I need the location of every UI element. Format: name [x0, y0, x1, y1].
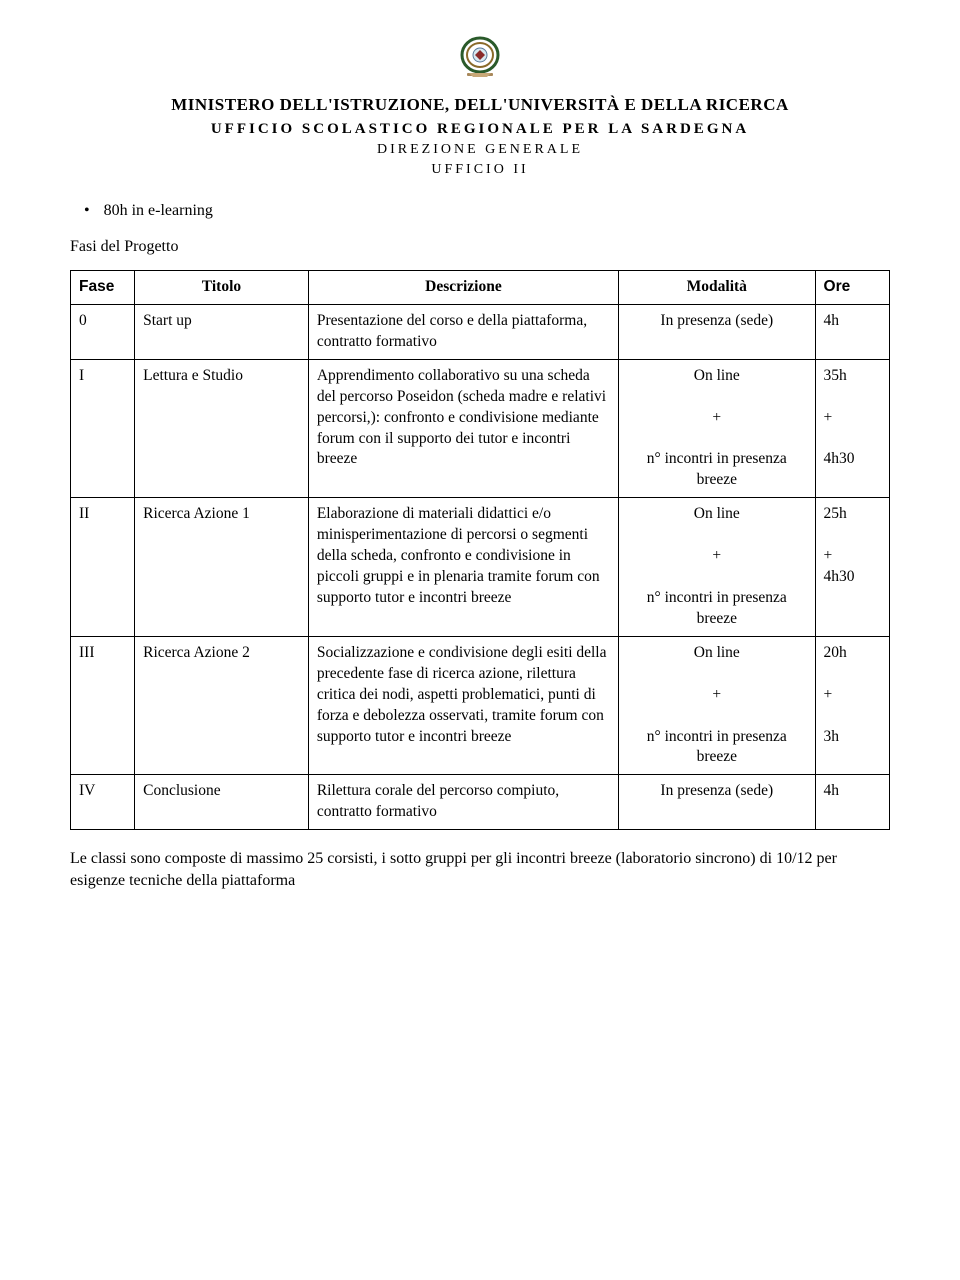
- table-row: IV Conclusione Rilettura corale del perc…: [71, 775, 890, 830]
- bullet-elearning: 80h in e-learning: [84, 202, 890, 220]
- cell-titolo: Ricerca Azione 2: [135, 636, 309, 775]
- cell-modalita: On line+n° incontri in presenza breeze: [619, 498, 815, 637]
- cell-descrizione: Elaborazione di materiali didattici e/o …: [308, 498, 618, 637]
- cell-ore: 25h+4h30: [815, 498, 889, 637]
- phases-table: Fase Titolo Descrizione Modalità Ore 0 S…: [70, 270, 890, 830]
- cell-titolo: Start up: [135, 304, 309, 359]
- cell-fase: IV: [71, 775, 135, 830]
- header-line3: DIREZIONE GENERALE: [70, 142, 890, 158]
- cell-descrizione: Rilettura corale del percorso compiuto, …: [308, 775, 618, 830]
- cell-ore: 35h+4h30: [815, 359, 889, 498]
- cell-descrizione: Presentazione del corso e della piattafo…: [308, 304, 618, 359]
- cell-modalita: On line+n° incontri in presenza breeze: [619, 636, 815, 775]
- th-modalita: Modalità: [619, 271, 815, 305]
- cell-ore: 20h+3h: [815, 636, 889, 775]
- cell-titolo: Lettura e Studio: [135, 359, 309, 498]
- header-line4: UFFICIO II: [70, 162, 890, 178]
- cell-fase: III: [71, 636, 135, 775]
- cell-fase: I: [71, 359, 135, 498]
- header-line2: UFFICIO SCOLASTICO REGIONALE PER LA SARD…: [70, 121, 890, 138]
- cell-ore: 4h: [815, 775, 889, 830]
- table-row: 0 Start up Presentazione del corso e del…: [71, 304, 890, 359]
- th-fase: Fase: [71, 271, 135, 305]
- th-titolo: Titolo: [135, 271, 309, 305]
- cell-modalita: In presenza (sede): [619, 775, 815, 830]
- th-ore: Ore: [815, 271, 889, 305]
- header-line1: MINISTERO DELL'ISTRUZIONE, DELL'UNIVERSI…: [70, 95, 890, 115]
- th-descrizione: Descrizione: [308, 271, 618, 305]
- page: MINISTERO DELL'ISTRUZIONE, DELL'UNIVERSI…: [0, 0, 960, 941]
- cell-fase: 0: [71, 304, 135, 359]
- cell-titolo: Conclusione: [135, 775, 309, 830]
- cell-descrizione: Apprendimento collaborativo su una sched…: [308, 359, 618, 498]
- emblem-icon: [70, 30, 890, 89]
- cell-ore: 4h: [815, 304, 889, 359]
- table-row: I Lettura e Studio Apprendimento collabo…: [71, 359, 890, 498]
- cell-modalita: On line+n° incontri in presenza breeze: [619, 359, 815, 498]
- table-header-row: Fase Titolo Descrizione Modalità Ore: [71, 271, 890, 305]
- cell-fase: II: [71, 498, 135, 637]
- footer-notes: Le classi sono composte di massimo 25 co…: [70, 848, 890, 891]
- cell-modalita: In presenza (sede): [619, 304, 815, 359]
- table-row: II Ricerca Azione 1 Elaborazione di mate…: [71, 498, 890, 637]
- cell-titolo: Ricerca Azione 1: [135, 498, 309, 637]
- section-title: Fasi del Progetto: [70, 238, 890, 256]
- table-row: III Ricerca Azione 2 Socializzazione e c…: [71, 636, 890, 775]
- cell-descrizione: Socializzazione e condivisione degli esi…: [308, 636, 618, 775]
